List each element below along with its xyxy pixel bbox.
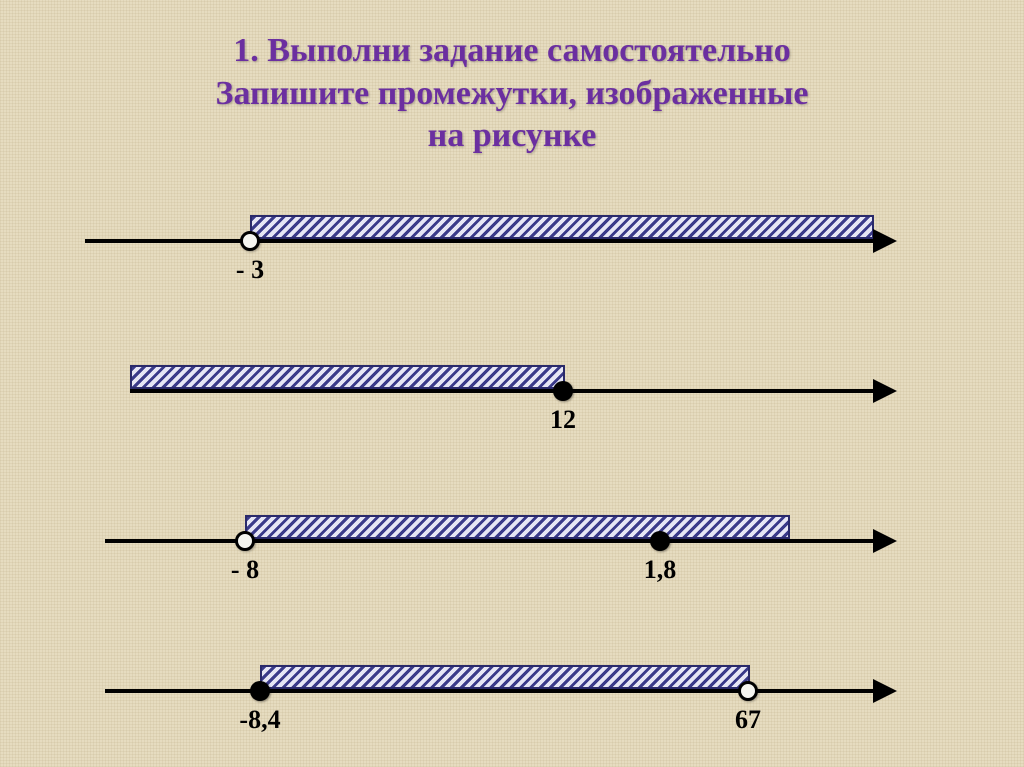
axis-line (85, 239, 875, 243)
point-label: - 3 (236, 255, 264, 285)
axis-arrowhead-icon (873, 379, 897, 403)
title-line2: Запишите промежутки, изображенные (0, 73, 1024, 116)
open-point-icon (235, 531, 255, 551)
open-point-icon (738, 681, 758, 701)
point-label: 67 (735, 705, 761, 735)
task-title: 1. Выполни задание самостоятельно Запиши… (0, 0, 1024, 158)
point-label: -8,4 (239, 705, 280, 735)
title-line1: 1. Выполни задание самостоятельно (0, 30, 1024, 73)
interval-hatch (245, 515, 790, 539)
axis-arrowhead-icon (873, 679, 897, 703)
interval-hatch (130, 365, 565, 389)
axis-line (105, 539, 875, 543)
number-line-1: - 3 (0, 215, 1024, 275)
point-label: 12 (550, 405, 576, 435)
axis-line (105, 689, 875, 693)
interval-hatch (250, 215, 874, 239)
interval-hatch (260, 665, 750, 689)
closed-point-icon (650, 531, 670, 551)
number-line-4: -8,467 (0, 665, 1024, 725)
open-point-icon (240, 231, 260, 251)
number-line-3: - 81,8 (0, 515, 1024, 575)
axis-line (130, 389, 875, 393)
closed-point-icon (250, 681, 270, 701)
point-label: - 8 (231, 555, 259, 585)
point-label: 1,8 (644, 555, 677, 585)
axis-arrowhead-icon (873, 229, 897, 253)
axis-arrowhead-icon (873, 529, 897, 553)
number-line-2: 12 (0, 365, 1024, 425)
closed-point-icon (553, 381, 573, 401)
title-line3: на рисунке (0, 115, 1024, 158)
